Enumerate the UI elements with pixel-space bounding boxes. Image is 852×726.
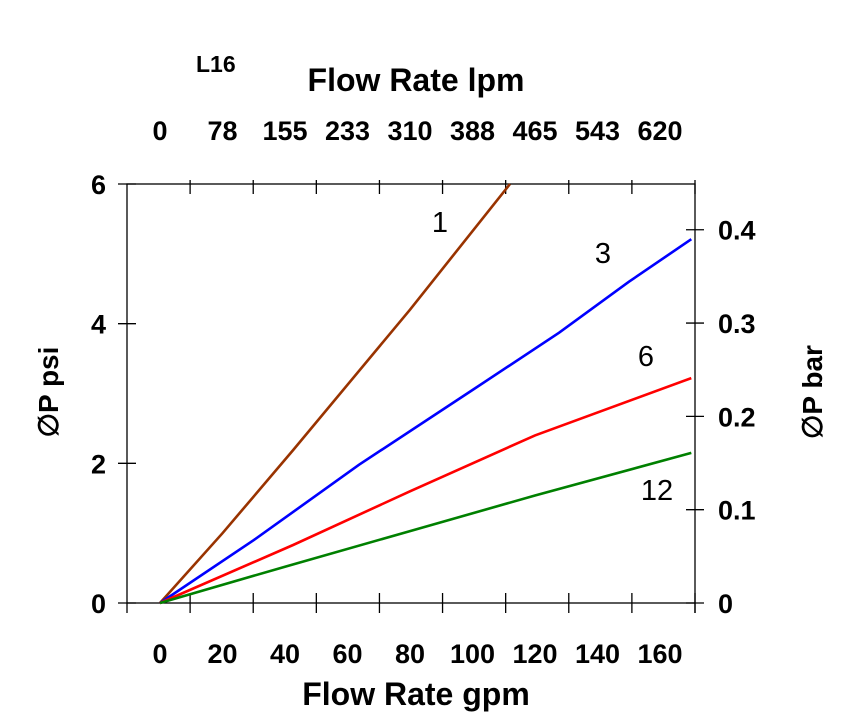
top-tick-label: 155 xyxy=(262,116,307,146)
y-tick-label: 0 xyxy=(91,589,106,619)
series-line-12 xyxy=(159,451,692,605)
y-axis-title: ∅P psi xyxy=(33,347,64,438)
y2-tick-label: 0.4 xyxy=(718,216,756,246)
y2-tick-label: 0.3 xyxy=(718,309,756,339)
y2-tick-label: 0 xyxy=(718,589,733,619)
chart-tag: L16 xyxy=(196,51,236,77)
series-line-6 xyxy=(159,376,692,605)
top-tick-label: 543 xyxy=(575,116,620,146)
series-line-3 xyxy=(159,238,693,605)
top-tick-label: 78 xyxy=(207,116,237,146)
top-tick-label: 233 xyxy=(325,116,370,146)
series-line-1 xyxy=(159,183,512,604)
plot-frame xyxy=(126,183,696,604)
top-tick-label: 388 xyxy=(450,116,495,146)
x-tick-label: 120 xyxy=(512,639,557,669)
top-tick-label: 620 xyxy=(637,116,682,146)
series-label-1: 1 xyxy=(432,207,448,239)
y-tick-label: 2 xyxy=(91,449,106,479)
series-labels: 1 3 6 12 xyxy=(432,207,673,507)
top-axis-title: Flow Rate lpm xyxy=(308,62,525,98)
x-tick-label: 40 xyxy=(270,639,300,669)
x-tick-label: 20 xyxy=(207,639,237,669)
x-tick-label: 140 xyxy=(575,639,620,669)
x-axis-title: Flow Rate gpm xyxy=(302,676,530,712)
y2-tick-label: 0.1 xyxy=(718,496,756,526)
x-tick-label: 100 xyxy=(450,639,495,669)
top-tick-label: 465 xyxy=(512,116,557,146)
series-lines xyxy=(159,183,693,605)
axes xyxy=(118,180,704,613)
top-tick-label: 310 xyxy=(387,116,432,146)
y2-tick-label: 0.2 xyxy=(718,402,756,432)
x-tick-label: 160 xyxy=(637,639,682,669)
x-tick-label: 80 xyxy=(395,639,425,669)
series-label-12: 12 xyxy=(641,475,673,507)
series-label-6: 6 xyxy=(638,341,654,373)
y2-axis-title: ∅P bar xyxy=(797,345,828,439)
y-tick-label: 6 xyxy=(91,170,106,200)
series-label-3: 3 xyxy=(595,238,611,270)
x-tick-label: 60 xyxy=(332,639,362,669)
y-tick-label: 4 xyxy=(91,310,106,340)
top-tick-label: 0 xyxy=(152,116,167,146)
x-tick-label: 0 xyxy=(152,639,167,669)
